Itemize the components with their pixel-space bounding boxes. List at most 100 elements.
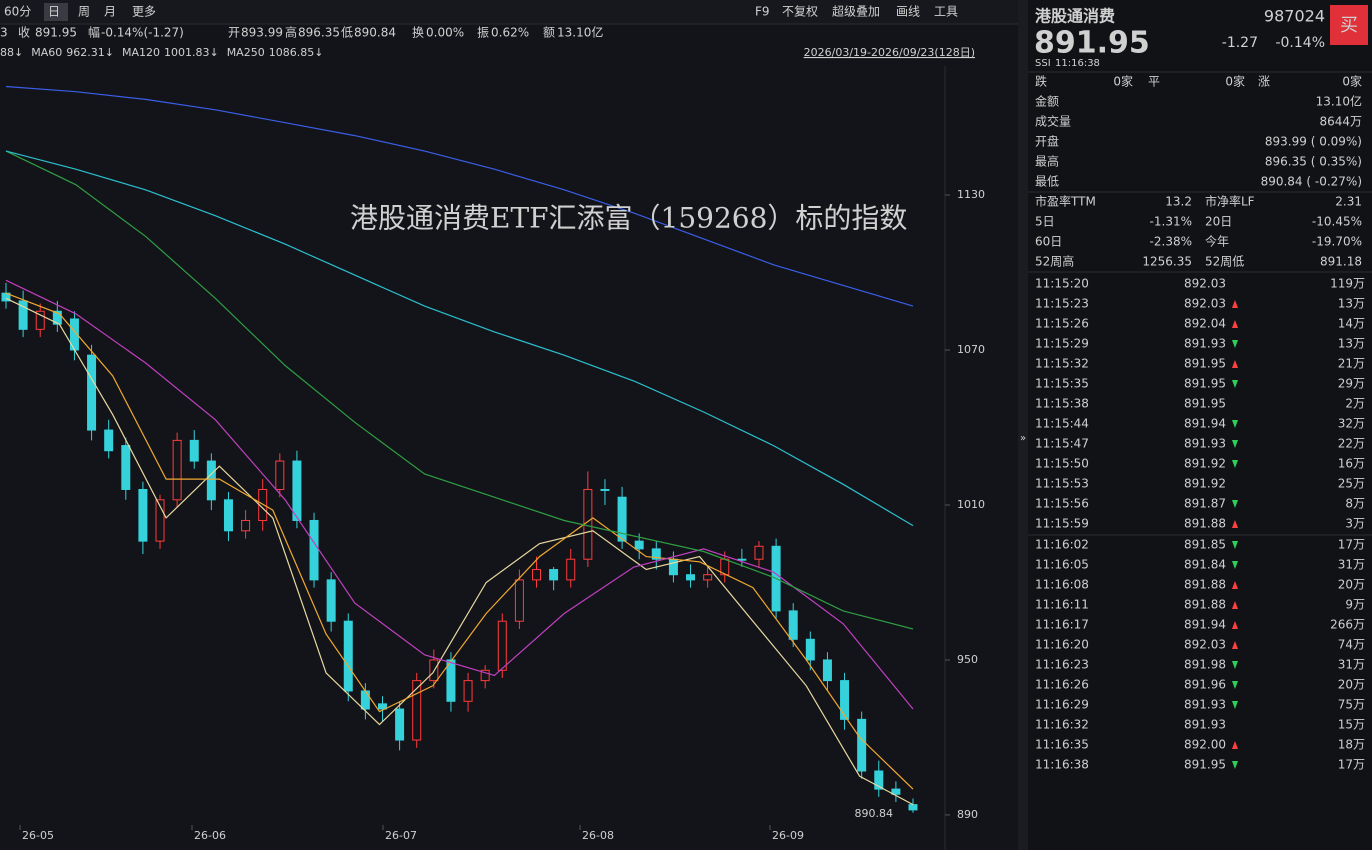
candle-body <box>480 669 490 682</box>
period-tab[interactable]: 更多 <box>132 5 156 19</box>
trade-arrow <box>1232 701 1238 709</box>
period-tab[interactable]: 60分 <box>4 5 31 19</box>
period-tab[interactable]: 日 <box>48 5 60 19</box>
trade-arrow <box>1232 320 1238 328</box>
trade-volume: 266万 <box>1330 618 1365 632</box>
trade-price: 892.03 <box>1184 297 1226 311</box>
trade-arrow <box>1232 641 1238 649</box>
low-label: 890.84 <box>855 807 894 820</box>
trade-time: 11:16:23 <box>1035 658 1089 672</box>
legend-value: 88↓ <box>0 46 23 59</box>
trade-arrow <box>1232 541 1238 549</box>
candle-body <box>463 680 473 702</box>
info-value: 890.84 <box>354 26 396 40</box>
candle-body <box>600 488 610 491</box>
trade-volume: 74万 <box>1338 638 1365 652</box>
breadth-value: 0家 <box>1225 74 1245 89</box>
trade-volume: 3万 <box>1345 517 1365 531</box>
candle-body <box>703 574 713 581</box>
date-range[interactable]: 2026/03/19-2026/09/23(128日) <box>804 46 975 59</box>
metric-label: 今年 <box>1205 234 1229 249</box>
splitter[interactable] <box>1018 0 1028 850</box>
candle-body <box>206 460 216 501</box>
trade-time: 11:16:17 <box>1035 618 1089 632</box>
tool-button[interactable]: 画线 <box>896 5 920 19</box>
stat-label: 成交量 <box>1035 114 1071 129</box>
ma-line <box>5 297 914 806</box>
buy-label[interactable]: 买 <box>1340 15 1358 36</box>
tool-button[interactable]: 工具 <box>934 5 958 19</box>
ma-line <box>5 150 914 527</box>
candle-body <box>35 310 45 330</box>
period-tab[interactable]: 周 <box>78 5 90 19</box>
trade-time: 11:16:35 <box>1035 738 1089 752</box>
stat-value: 890.84 ( -0.27%) <box>1261 175 1362 189</box>
trade-volume: 32万 <box>1338 417 1365 431</box>
info-value: -0.14%(-1.27) <box>101 26 184 40</box>
info-value: 896.35 <box>298 26 340 40</box>
period-tab[interactable]: 月 <box>104 5 116 19</box>
stat-label: 金额 <box>1035 94 1059 109</box>
x-tick-label: 26-07 <box>385 829 417 842</box>
trade-volume: 31万 <box>1338 558 1365 572</box>
trade-price: 891.88 <box>1184 578 1226 592</box>
stat-label: 最高 <box>1035 154 1059 169</box>
candle-body <box>104 429 114 452</box>
trade-arrow <box>1232 561 1238 569</box>
tool-button[interactable]: 不复权 <box>782 5 818 19</box>
trade-price: 891.95 <box>1184 758 1226 772</box>
x-tick-label: 26-05 <box>22 829 54 842</box>
candle-body <box>1 292 11 302</box>
collapse-arrow[interactable]: » <box>1020 433 1026 444</box>
quote-change: -1.27 <box>1222 35 1258 51</box>
trade-volume: 8万 <box>1345 497 1365 511</box>
buy-button[interactable] <box>1330 5 1368 45</box>
trade-volume: 75万 <box>1338 698 1365 712</box>
candle-body <box>446 659 456 702</box>
trade-price: 891.93 <box>1184 337 1226 351</box>
trade-arrow <box>1232 581 1238 589</box>
info-label: 高 <box>285 25 297 40</box>
quote-price: 891.95 <box>1034 26 1150 61</box>
trade-time: 11:15:53 <box>1035 477 1089 491</box>
candle-body <box>18 300 28 330</box>
tool-button[interactable]: 超级叠加 <box>832 4 880 19</box>
trade-time: 11:15:23 <box>1035 297 1089 311</box>
candle-body <box>412 680 422 741</box>
trade-price: 891.95 <box>1184 397 1226 411</box>
trade-arrow <box>1232 661 1238 669</box>
trade-arrow <box>1232 621 1238 629</box>
trade-volume: 9万 <box>1345 598 1365 612</box>
x-tick-label: 26-06 <box>194 829 226 842</box>
quote-pct: -0.14% <box>1275 35 1325 51</box>
candle-body <box>617 496 627 542</box>
tool-button[interactable]: F9 <box>755 5 770 19</box>
trade-arrow <box>1232 520 1238 528</box>
metric-label: 市盈率TTM <box>1035 194 1096 209</box>
info-label: 收 <box>18 26 30 40</box>
trade-time: 11:15:38 <box>1035 397 1089 411</box>
metric-label: 5日 <box>1035 215 1055 229</box>
candle-body <box>874 770 884 790</box>
trade-time: 11:15:20 <box>1035 277 1089 291</box>
trade-arrow <box>1232 380 1238 388</box>
trade-volume: 16万 <box>1338 457 1365 471</box>
legend-value: 1001.83↓ <box>164 46 219 59</box>
candle-body <box>52 310 62 325</box>
y-tick-label: 1070 <box>957 343 985 356</box>
candle-body <box>87 354 97 431</box>
candle-body <box>275 460 285 490</box>
candle-body <box>583 488 593 560</box>
candle-body <box>138 488 148 542</box>
stat-label: 最低 <box>1035 175 1059 189</box>
metric-value: 891.18 <box>1320 255 1362 269</box>
candle-body <box>155 499 165 542</box>
trade-time: 11:16:26 <box>1035 678 1089 692</box>
info-lead: 3 <box>0 26 8 40</box>
ma-line <box>5 85 914 307</box>
trade-price: 892.03 <box>1184 277 1226 291</box>
trade-volume: 20万 <box>1338 678 1365 692</box>
trade-arrow <box>1232 761 1238 769</box>
info-label: 幅 <box>88 25 100 40</box>
candle-body <box>514 579 524 622</box>
